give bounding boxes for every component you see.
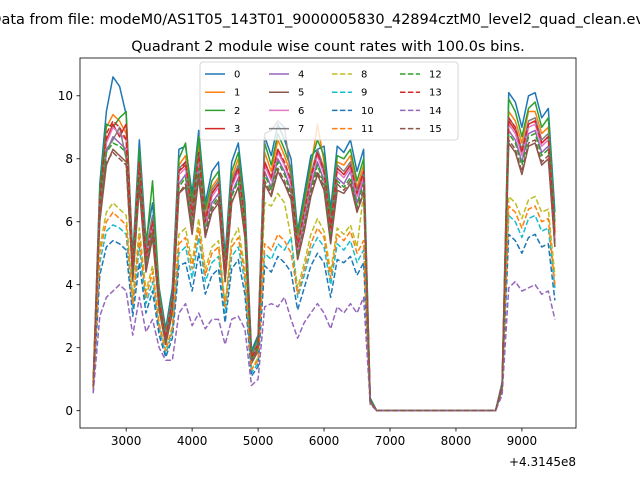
y-tick-label: 0 [65,404,73,418]
series-line-9 [92,214,556,412]
legend-label-14: 14 [429,106,442,117]
chart-title: Quadrant 2 module wise count rates with … [131,39,525,55]
legend-label-15: 15 [429,124,442,135]
legend-label-13: 13 [429,88,442,99]
y-tick-label: 6 [65,215,73,229]
series-layer [92,76,556,412]
x-tick-label: 6000 [309,434,340,448]
legend-box [199,61,459,141]
x-tick-label: 3000 [111,434,142,448]
x-axis: 3000 4000 5000 6000 7000 8000 9000 [111,428,537,448]
y-tick-label: 10 [58,89,73,103]
series-line-15 [92,139,556,412]
legend-label-0: 0 [234,70,240,81]
legend-label-6: 6 [298,106,304,117]
legend-label-7: 7 [298,124,304,135]
series-line-14 [92,280,556,412]
x-axis-offset-label: +4.3145e8 [509,455,576,469]
plot-area-frame [79,57,577,429]
x-tick-label: 4000 [177,434,208,448]
legend-label-3: 3 [234,124,240,135]
legend-label-10: 10 [361,106,374,117]
x-tick-label: 5000 [243,434,274,448]
legend-label-12: 12 [429,70,442,81]
chart-suptitle: Data from file: modeM0/AS1T05_143T01_900… [0,12,640,28]
y-tick-label: 4 [65,278,73,292]
legend-label-9: 9 [361,88,367,99]
legend-label-8: 8 [361,70,367,81]
y-axis: 0 2 4 6 8 10 [58,89,80,418]
legend-label-1: 1 [234,88,240,99]
legend-label-2: 2 [234,106,240,117]
legend-label-4: 4 [298,70,304,81]
legend-label-5: 5 [298,88,304,99]
x-tick-label: 7000 [375,434,406,448]
x-tick-label: 9000 [507,434,538,448]
x-tick-label: 8000 [441,434,472,448]
legend-label-11: 11 [361,124,374,135]
y-tick-label: 2 [65,341,73,355]
y-tick-label: 8 [65,152,73,166]
